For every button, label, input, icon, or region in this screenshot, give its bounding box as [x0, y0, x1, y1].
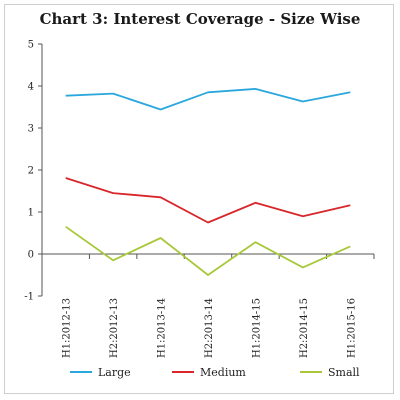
series-line-small: [65, 225, 351, 276]
x-tick-label: H2:2013-14: [204, 298, 215, 358]
legend-label-medium: Medium: [200, 366, 246, 379]
y-tick-label: 0: [28, 250, 34, 261]
x-tick-label: H2:2012-13: [109, 298, 120, 358]
x-tick-label: H1:2013-14: [157, 298, 168, 358]
chart-frame: [4, 4, 394, 394]
chart-title: Chart 3: Interest Coverage - Size Wise: [39, 10, 361, 28]
y-tick-label: -1: [24, 292, 34, 303]
series-line-large: [65, 88, 351, 111]
series-line-medium: [65, 177, 351, 224]
legend-label-large: Large: [98, 366, 131, 379]
y-tick-label: 4: [28, 82, 34, 93]
y-tick-label: 5: [28, 40, 34, 51]
x-tick-label: H1:2015-16: [346, 298, 357, 358]
x-tick-label: H2:2014-15: [299, 298, 310, 358]
legend-label-small: Small: [328, 366, 360, 379]
y-tick-label: 3: [28, 124, 34, 135]
y-tick-label: 1: [28, 208, 34, 219]
x-tick-label: H1:2014-15: [251, 298, 262, 358]
y-tick-label: 2: [28, 166, 34, 177]
x-tick-label: H1:2012-13: [62, 298, 73, 358]
